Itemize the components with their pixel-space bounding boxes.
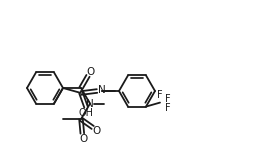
Text: N: N bbox=[86, 99, 94, 109]
Text: F: F bbox=[157, 90, 163, 100]
Text: O: O bbox=[79, 134, 87, 144]
Text: O: O bbox=[93, 126, 101, 136]
Text: N: N bbox=[98, 85, 106, 95]
Text: O: O bbox=[86, 67, 95, 77]
Text: F: F bbox=[165, 94, 171, 104]
Text: OH: OH bbox=[79, 108, 94, 118]
Text: F: F bbox=[165, 103, 171, 113]
